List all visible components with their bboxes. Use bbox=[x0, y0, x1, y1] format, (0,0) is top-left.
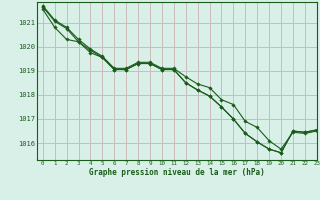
X-axis label: Graphe pression niveau de la mer (hPa): Graphe pression niveau de la mer (hPa) bbox=[89, 168, 265, 177]
